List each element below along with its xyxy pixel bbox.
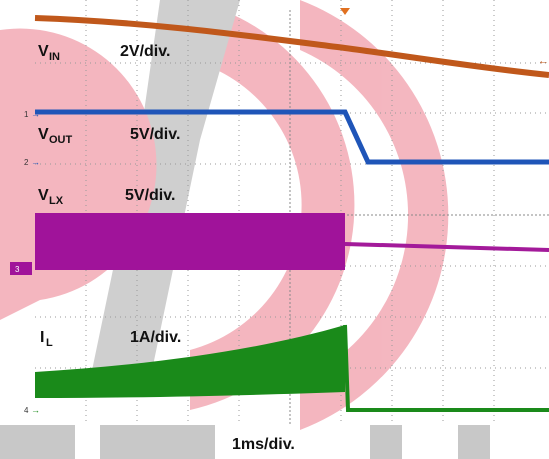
channel-marker: 3: [15, 265, 20, 274]
trace-vlx-off: [344, 242, 549, 252]
channel-name-sub: LX: [49, 195, 64, 207]
channel-name: V: [38, 187, 49, 204]
channel-name: V: [38, 126, 49, 143]
channel-marker: 2: [24, 158, 29, 167]
trace-vout: [35, 109, 549, 165]
channel-arrow: →: [31, 109, 40, 119]
bottom-bar: [0, 425, 490, 459]
trigger-marker: [340, 8, 350, 15]
channel-name: I: [40, 329, 44, 346]
channel-scale: 1A/div.: [130, 329, 181, 346]
trace-vlx: [35, 213, 345, 270]
channel-name-sub: IN: [49, 51, 60, 63]
channel-scale: 2V/div.: [120, 43, 170, 60]
channel-scale: 5V/div.: [130, 126, 180, 143]
trace-vin: [34, 15, 549, 78]
channel-name-sub: OUT: [49, 134, 73, 146]
channel-marker: 1: [24, 110, 29, 119]
channel-name: V: [38, 43, 49, 60]
trigger-level: ←: [538, 55, 549, 67]
trace-il-off: [343, 324, 549, 412]
channel-arrow: →: [31, 157, 40, 167]
timebase: 1ms/div.: [232, 436, 295, 453]
channel-marker-box: [10, 262, 32, 275]
channel-marker: 4: [24, 406, 29, 415]
channel-arrow: →: [31, 405, 40, 415]
trace-il: [35, 325, 345, 398]
channel-name-sub: L: [46, 337, 53, 349]
channel-scale: 5V/div.: [125, 187, 175, 204]
